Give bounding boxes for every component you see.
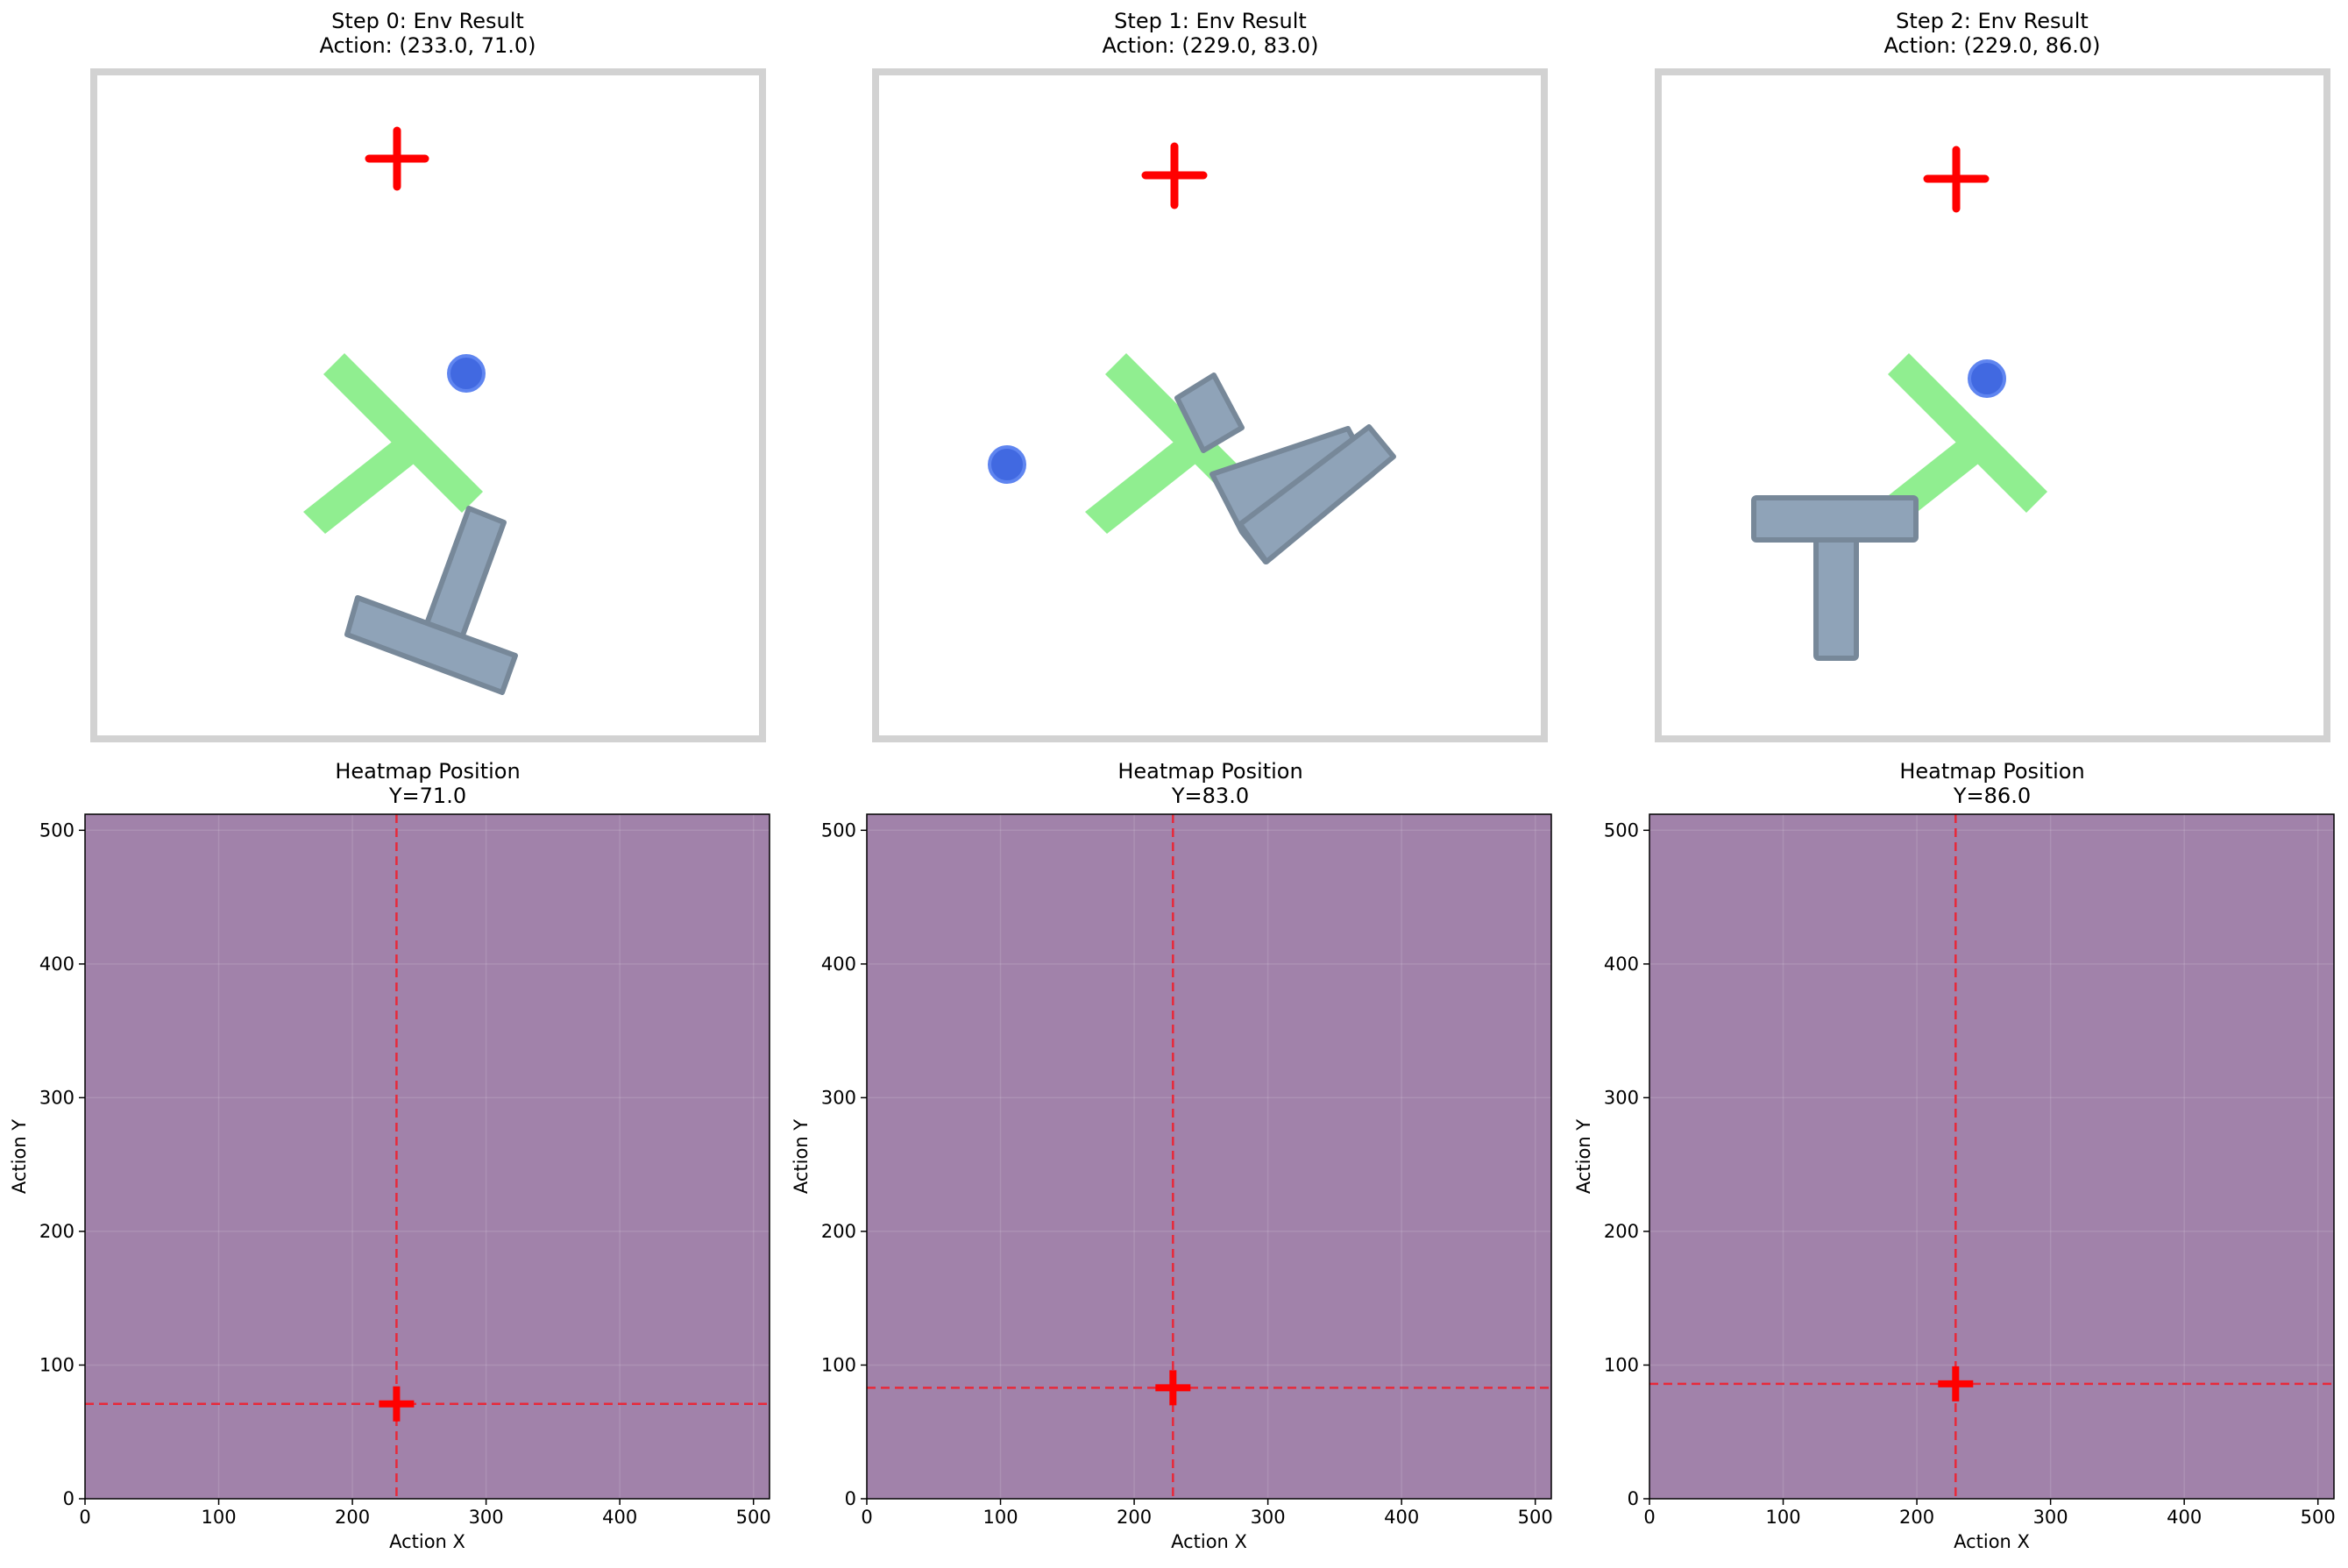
heatmap-area: [867, 814, 1551, 1499]
y-axis-label: Action Y: [9, 1119, 30, 1194]
x-tick-label: 200: [335, 1507, 370, 1528]
y-tick-label: 100: [1604, 1354, 1639, 1375]
x-tick-label: 0: [79, 1507, 90, 1528]
x-tick-label: 400: [2167, 1507, 2202, 1528]
heatmap-y-label: Y=86.0: [1953, 784, 2032, 808]
block-t-shape: [344, 506, 518, 695]
y-tick-label: 200: [1604, 1221, 1639, 1242]
y-tick-label: 500: [39, 819, 74, 841]
env-title-text: Step 0: Env Result: [331, 9, 524, 33]
x-tick-label: 100: [982, 1507, 1018, 1528]
goal-t-shape: [303, 353, 483, 534]
heatmap-panel-0: 0 100 200 300 400 500 0 100 200 300 400 500 Action X…: [9, 813, 771, 1552]
heatmap-title-0: Heatmap Position Y=71.0: [335, 759, 520, 808]
y-tick-label: 0: [63, 1488, 74, 1509]
target-cross: [1923, 145, 1990, 213]
target-cross: [365, 126, 429, 191]
y-tick-label: 400: [39, 954, 74, 975]
x-tick-label: 0: [861, 1507, 872, 1528]
agent-circle: [1968, 359, 2006, 398]
x-tick-label: 100: [201, 1507, 236, 1528]
axes-frame: [84, 813, 770, 1500]
axes-frame: [866, 813, 1552, 1500]
y-tick-label: 500: [821, 819, 856, 841]
x-tick-label: 500: [1518, 1507, 1553, 1528]
y-tick-label: 100: [39, 1354, 74, 1375]
y-tick-label: 300: [39, 1087, 74, 1108]
block-t-shape: [1174, 372, 1396, 564]
heatmap-panel-2: 0 100 200 300 400 500 0 100 200 300 400 500 Action X…: [1573, 813, 2336, 1552]
x-tick-label: 200: [1899, 1507, 1934, 1528]
y-tick-label: 0: [1628, 1488, 1639, 1509]
env-title-0: Step 0: Env Result Action: (233.0, 71.0): [319, 9, 536, 58]
env-panel-1: [872, 68, 1548, 742]
action-label: Action: (229.0, 83.0): [1102, 33, 1319, 58]
block-t-shape: [1751, 495, 1919, 661]
action-label: Action: (233.0, 71.0): [319, 33, 536, 58]
y-tick-label: 200: [821, 1221, 856, 1242]
heatmap-title-text: Heatmap Position: [335, 759, 521, 784]
heatmap-y-label: Y=83.0: [1171, 784, 1250, 808]
agent-circle: [447, 354, 486, 393]
x-tick-label: 100: [1765, 1507, 1800, 1528]
env-frame: [1655, 68, 2330, 742]
env-title-text: Step 2: Env Result: [1896, 9, 2089, 33]
y-tick-label: 200: [39, 1221, 74, 1242]
heatmap-area: [85, 814, 770, 1499]
env-title-1: Step 1: Env Result Action: (229.0, 83.0): [1102, 9, 1318, 58]
target-cross: [1141, 142, 1208, 209]
heatmap-title-1: Heatmap Position Y=83.0: [1117, 759, 1302, 808]
x-tick-label: 400: [602, 1507, 637, 1528]
y-tick-label: 500: [1604, 819, 1639, 841]
y-tick-label: 400: [821, 954, 856, 975]
heatmap-title-text: Heatmap Position: [1117, 759, 1303, 784]
y-tick-label: 100: [821, 1354, 856, 1375]
heatmap-panel-1: 0 100 200 300 400 500 0 100 200 300 400 500 Action X…: [791, 813, 1553, 1552]
y-tick-label: 400: [1604, 954, 1639, 975]
x-tick-label: 0: [1643, 1507, 1655, 1528]
env-panel-0: [90, 68, 766, 742]
x-tick-label: 200: [1117, 1507, 1152, 1528]
action-label: Action: (229.0, 86.0): [1883, 33, 2101, 58]
y-axis-label: Action Y: [1573, 1119, 1594, 1194]
x-tick-label: 300: [2033, 1507, 2068, 1528]
x-tick-label: 500: [2301, 1507, 2336, 1528]
env-panel-2: [1655, 68, 2330, 742]
agent-circle: [988, 445, 1026, 484]
heatmap-area: [1649, 814, 2334, 1499]
y-tick-label: 0: [845, 1488, 856, 1509]
y-tick-label: 300: [1604, 1087, 1639, 1108]
x-axis-label: Action X: [389, 1531, 465, 1552]
heatmap-title-2: Heatmap Position Y=86.0: [1899, 759, 2084, 808]
x-axis-label: Action X: [1171, 1531, 1247, 1552]
x-tick-label: 300: [469, 1507, 504, 1528]
axes-frame: [1649, 813, 2335, 1500]
env-title-text: Step 1: Env Result: [1114, 9, 1307, 33]
y-tick-label: 300: [821, 1087, 856, 1108]
heatmap-title-text: Heatmap Position: [1899, 759, 2085, 784]
x-tick-label: 500: [736, 1507, 771, 1528]
x-axis-label: Action X: [1954, 1531, 2030, 1552]
env-title-2: Step 2: Env Result Action: (229.0, 86.0): [1883, 9, 2100, 58]
x-tick-label: 300: [1251, 1507, 1286, 1528]
y-axis-label: Action Y: [791, 1119, 812, 1194]
x-tick-label: 400: [1384, 1507, 1419, 1528]
heatmap-y-label: Y=71.0: [388, 784, 467, 808]
